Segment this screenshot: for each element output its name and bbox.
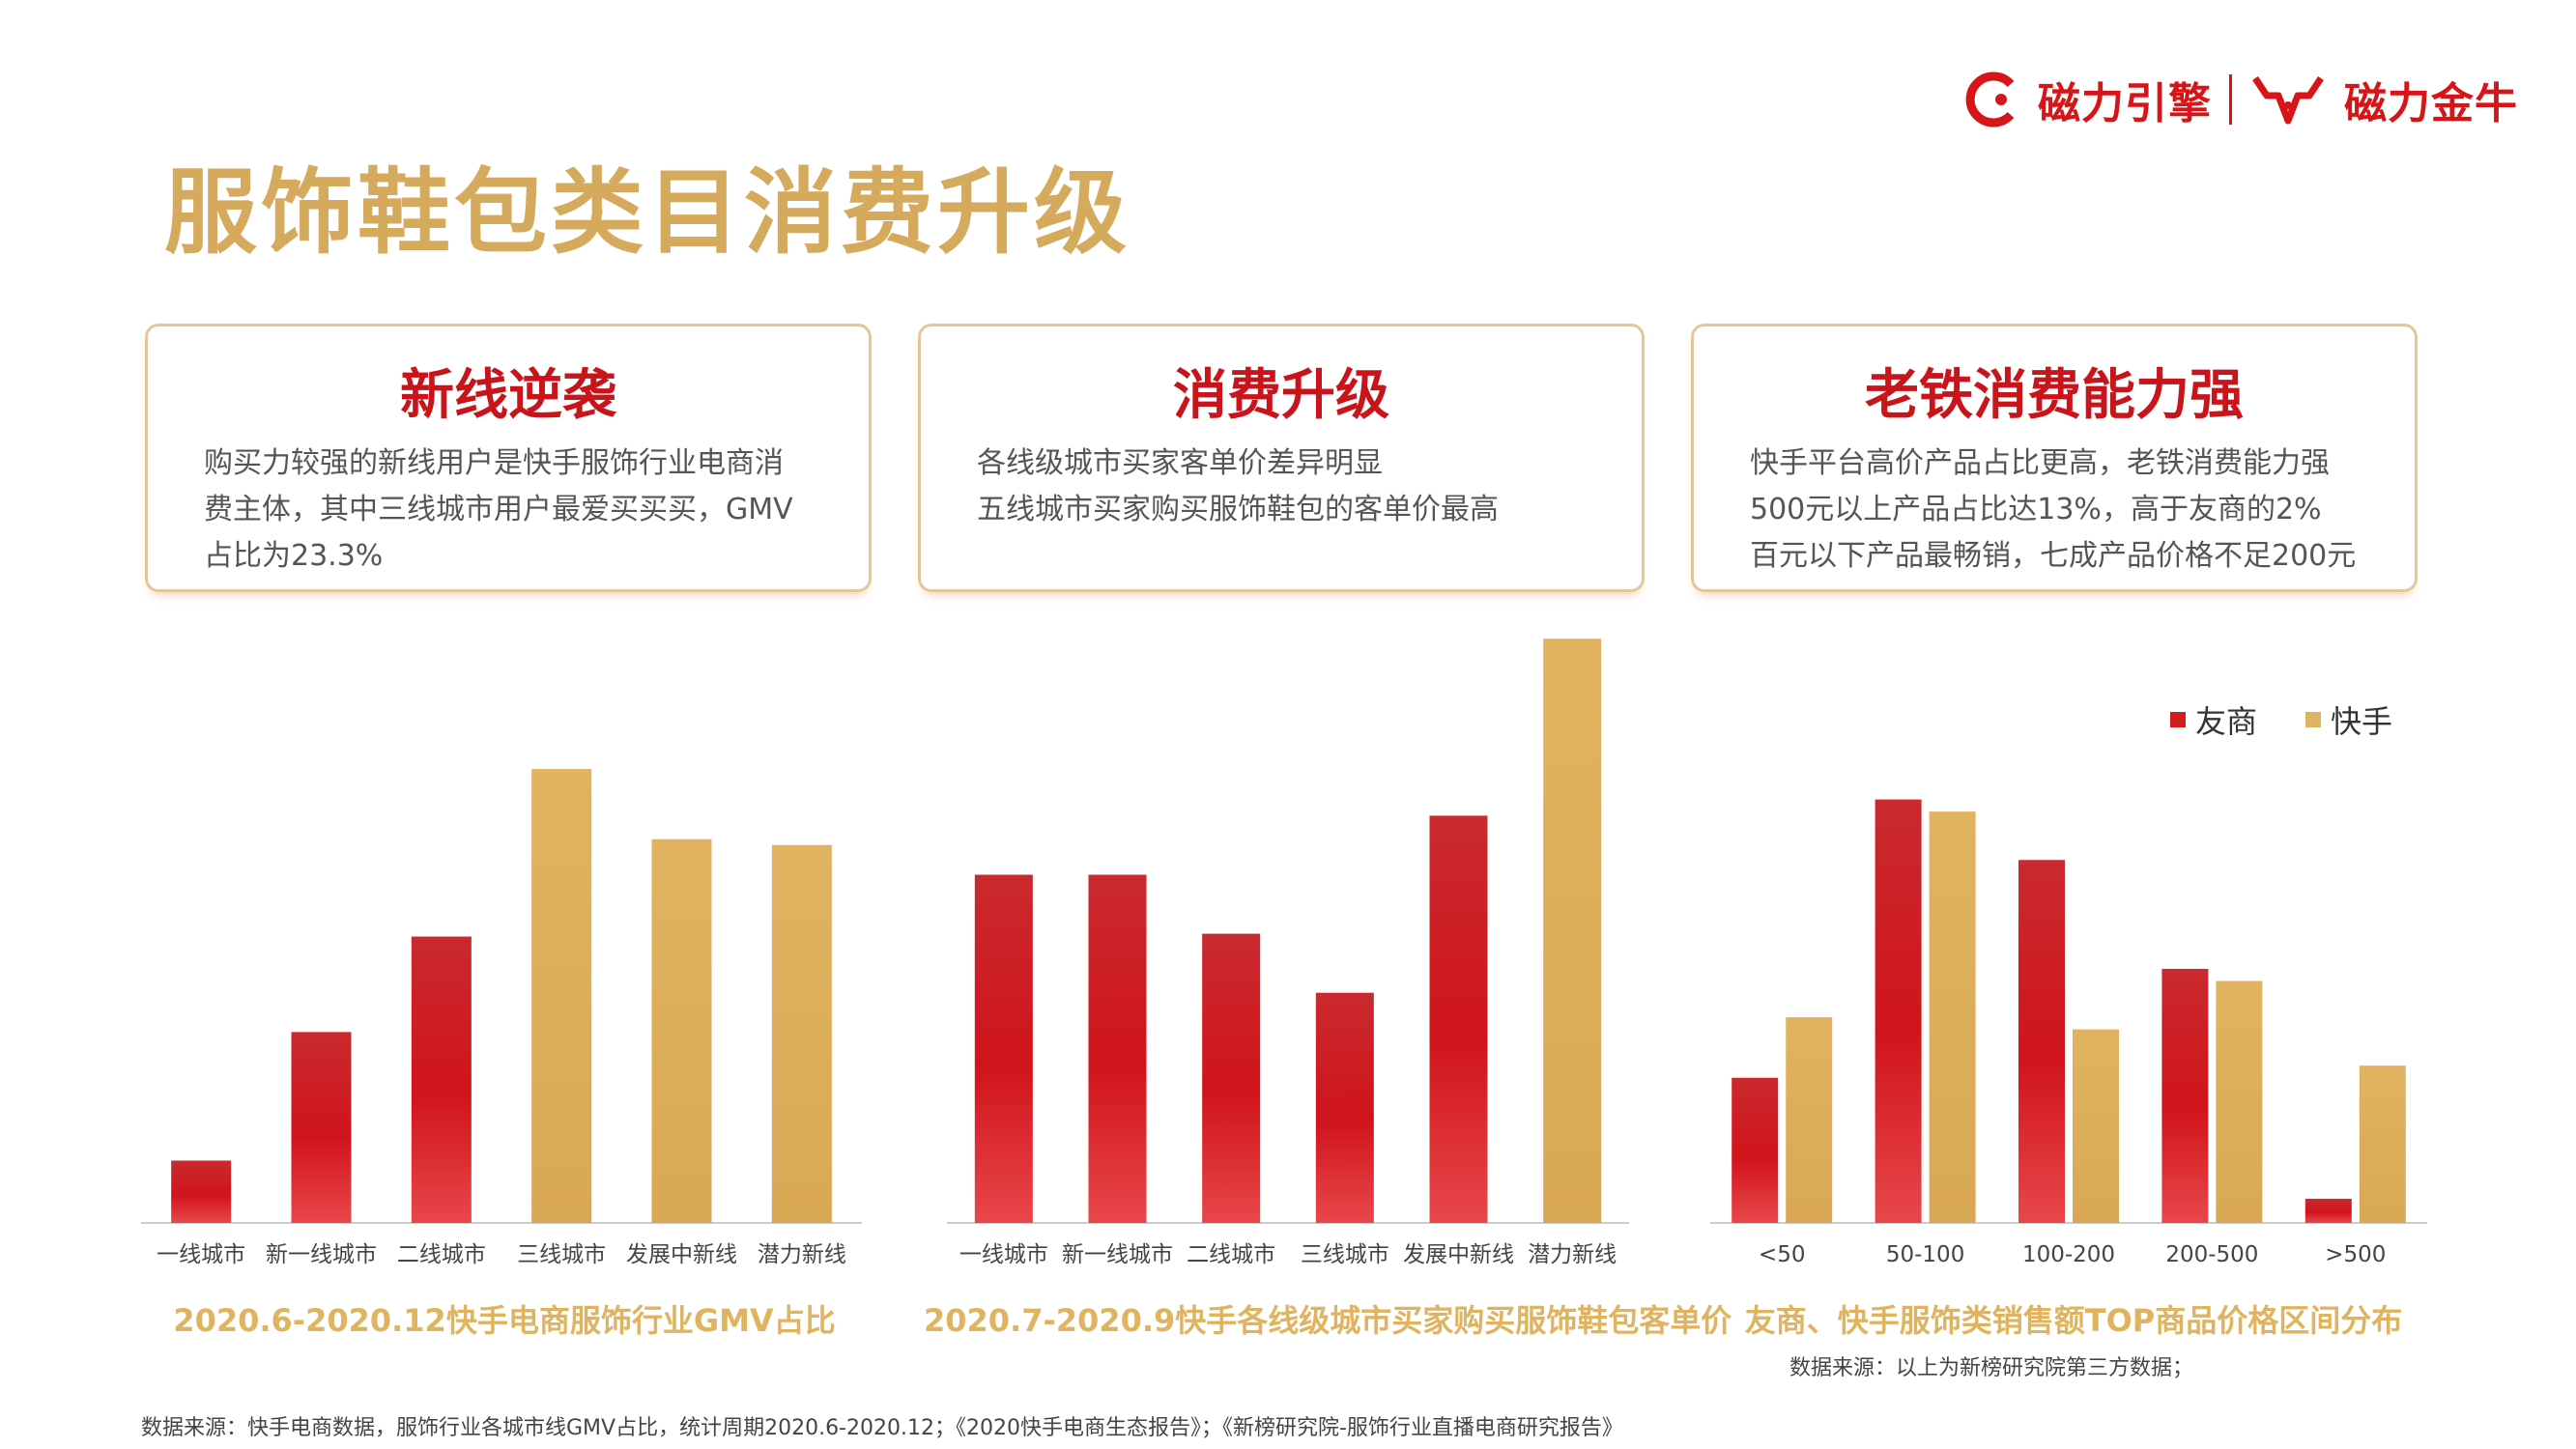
x-tick-label: 一线城市 <box>157 1242 245 1267</box>
bar-kuaishou <box>2073 1029 2119 1223</box>
bar-kuaishou <box>1929 811 1976 1223</box>
x-tick-label: 二线城市 <box>397 1242 486 1267</box>
cili-engine-logo-icon <box>1965 71 2015 128</box>
x-tick-label: 三线城市 <box>1301 1242 1389 1267</box>
legend-swatch-gold <box>2305 712 2322 727</box>
x-tick-label: <50 <box>1759 1242 1806 1267</box>
chart3-legend: 友商 快手 <box>2170 697 2392 742</box>
card-title: 消费升级 <box>1173 364 1389 427</box>
x-tick-label: 新一线城市 <box>266 1242 377 1267</box>
x-tick-label: 新一线城市 <box>1062 1242 1173 1267</box>
bar <box>291 1032 352 1223</box>
x-tick-label: 一线城市 <box>959 1242 1048 1267</box>
bar-kuaishou <box>2359 1065 2406 1223</box>
bar-kuaishou <box>1786 1017 1833 1223</box>
bar-kuaishou <box>2216 980 2263 1223</box>
chart1-caption: 2020.6-2020.12快手电商服饰行业GMV占比 <box>173 1302 836 1339</box>
logo-cili-jinniu: 磁力金牛 <box>2344 79 2518 128</box>
bull-logo-icon <box>2252 76 2324 125</box>
legend-label: 友商 <box>2195 703 2258 740</box>
bar <box>411 936 472 1223</box>
card-text-line: 500元以上产品占比达13%，高于友商的2% <box>1750 493 2322 526</box>
bar <box>651 838 712 1223</box>
chart3-caption: 友商、快手服饰类销售额TOP商品价格区间分布 <box>1744 1302 2403 1339</box>
card-text-line: 五线城市买家购买服饰鞋包的客单价最高 <box>977 493 1499 526</box>
bar-competitor <box>1732 1077 1779 1223</box>
bar-competitor <box>2018 860 2065 1223</box>
x-tick-label: 潜力新线 <box>758 1242 846 1267</box>
bar-competitor <box>2161 968 2209 1223</box>
card-text-line: 购买力较强的新线用户是快手服饰行业电商消 <box>204 446 784 480</box>
x-tick-label: 潜力新线 <box>1528 1242 1617 1267</box>
x-tick-label: 200-500 <box>2165 1242 2258 1267</box>
x-tick-label: 三线城市 <box>517 1242 606 1267</box>
card-text-line: 百元以下产品最畅销，七成产品价格不足200元 <box>1750 539 2357 573</box>
bar <box>1429 815 1488 1223</box>
card-text-line: 快手平台高价产品占比更高，老铁消费能力强 <box>1750 446 2330 480</box>
card-text-line: 占比为23.3% <box>204 539 384 573</box>
bar <box>1088 874 1147 1223</box>
legend-label: 快手 <box>2331 703 2393 740</box>
legend-item-competitor: 友商 <box>2170 697 2257 742</box>
x-tick-label: 发展中新线 <box>626 1242 737 1267</box>
x-tick-label: >500 <box>2325 1242 2386 1267</box>
logo-cili-engine: 磁力引擎 <box>2038 79 2212 128</box>
card-text-line: 各线级城市买家客单价差异明显 <box>977 446 1383 480</box>
footer-source: 数据来源：快手电商数据，服饰行业各城市线GMV占比，统计周期2020.6-202… <box>141 1416 1623 1440</box>
card-title: 新线逆袭 <box>400 364 616 427</box>
bar <box>171 1160 232 1223</box>
chart2-caption: 2020.7-2020.9快手各线级城市买家购买服饰鞋包客单价 <box>924 1302 1732 1339</box>
legend-swatch-red <box>2170 712 2186 727</box>
chart-note: 数据来源：以上为新榜研究院第三方数据； <box>1789 1356 2194 1380</box>
bar <box>1543 639 1602 1223</box>
x-tick-label: 二线城市 <box>1187 1242 1275 1267</box>
bar-competitor <box>1875 799 1922 1223</box>
page-title: 服饰鞋包类目消费升级 <box>164 158 1131 267</box>
x-tick-label: 100-200 <box>2022 1242 2115 1267</box>
x-tick-label: 50-100 <box>1886 1242 1964 1267</box>
card-consumption-upgrade: 消费升级 各线级城市买家客单价差异明显 五线城市买家购买服饰鞋包的客单价最高 <box>918 324 1645 592</box>
bar <box>1315 992 1374 1223</box>
bar <box>974 874 1033 1223</box>
x-tick-label: 发展中新线 <box>1403 1242 1514 1267</box>
card-new-tier: 新线逆袭 购买力较强的新线用户是快手服饰行业电商消 费主体，其中三线城市用户最爱… <box>145 324 872 592</box>
bar <box>531 769 592 1223</box>
card-strong-spending: 老铁消费能力强 快手平台高价产品占比更高，老铁消费能力强 500元以上产品占比达… <box>1691 324 2418 592</box>
bar-competitor <box>2304 1198 2352 1223</box>
logo-separator <box>2229 74 2232 125</box>
card-text-line: 费主体，其中三线城市用户最爱买买买，GMV <box>204 493 793 526</box>
legend-item-kuaishou: 快手 <box>2305 697 2392 742</box>
card-title: 老铁消费能力强 <box>1865 364 2244 427</box>
brand-logos: 磁力引擎 磁力金牛 <box>1962 66 2518 133</box>
bar <box>1202 933 1261 1223</box>
bar <box>771 844 832 1223</box>
